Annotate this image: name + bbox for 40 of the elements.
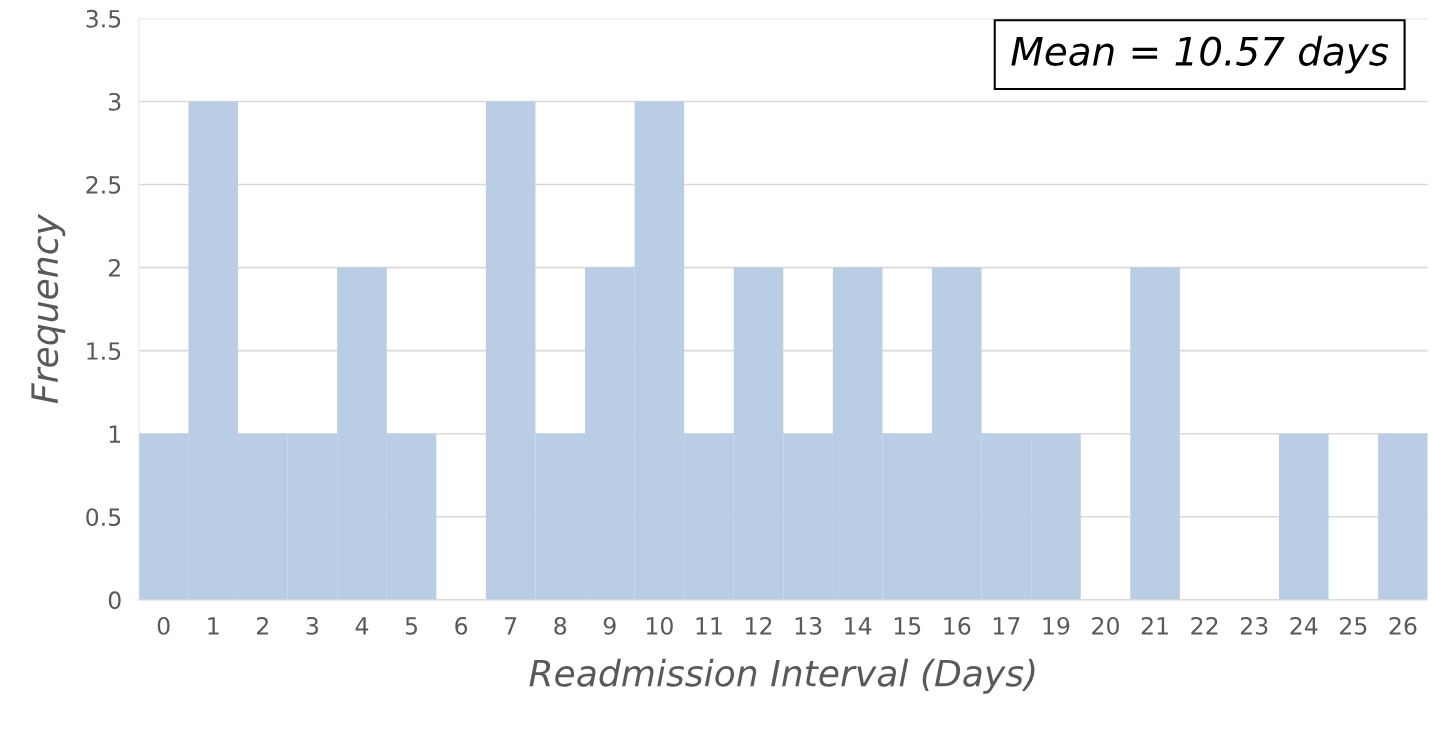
- y-tick-label: 1.5: [87, 342, 121, 360]
- x-tick-label: 7: [505, 617, 517, 635]
- x-tick-label: 9: [603, 616, 616, 635]
- bar: [1279, 433, 1329, 600]
- bar: [1130, 267, 1180, 600]
- x-tick-label: 15: [894, 617, 921, 635]
- x-tick-label: 2: [257, 616, 268, 635]
- bar: [1378, 433, 1428, 600]
- y-tick-label: 0.5: [86, 508, 121, 527]
- x-tick-label: 25: [1340, 616, 1367, 635]
- x-tick-label: 0: [157, 616, 170, 635]
- x-tick-label: 14: [845, 617, 872, 635]
- y-axis-title: Frequency: [31, 213, 66, 404]
- y-tick-label: 1: [109, 425, 121, 443]
- y-tick-label: 0: [108, 591, 121, 610]
- x-tick-label: 16: [944, 616, 971, 635]
- x-tick-label: 8: [554, 616, 567, 635]
- x-tick-label: 3: [306, 616, 319, 635]
- x-tick-label: 23: [1240, 616, 1268, 635]
- x-tick-label: 26: [1389, 616, 1417, 635]
- y-tick-label: 3.5: [86, 9, 121, 28]
- x-tick-label: 5: [405, 617, 417, 635]
- y-tick-label: 2: [108, 259, 120, 277]
- x-tick-label: 10: [646, 616, 673, 635]
- x-tick-label: 24: [1290, 616, 1318, 635]
- x-tick-label: 11: [696, 617, 722, 635]
- x-tick-label: 22: [1191, 616, 1218, 635]
- x-tick-label: 6: [455, 616, 468, 635]
- x-tick-label: 13: [795, 616, 822, 635]
- annotation: Mean = 10.57 days: [1011, 35, 1389, 74]
- x-tick-label: 1: [208, 617, 219, 635]
- x-tick-label: 17: [993, 617, 1020, 635]
- y-tick-label: 2.5: [86, 175, 121, 194]
- x-tick-label: 20: [1092, 616, 1119, 635]
- x-tick-label: 4: [355, 617, 369, 635]
- x-tick-label: 12: [746, 616, 772, 635]
- y-tick-label: 3: [109, 92, 121, 111]
- x-axis-title: Readmission Interval (Days): [529, 658, 1035, 694]
- x-tick-label: 21: [1141, 616, 1168, 635]
- x-tick-label: 19: [1043, 616, 1070, 635]
